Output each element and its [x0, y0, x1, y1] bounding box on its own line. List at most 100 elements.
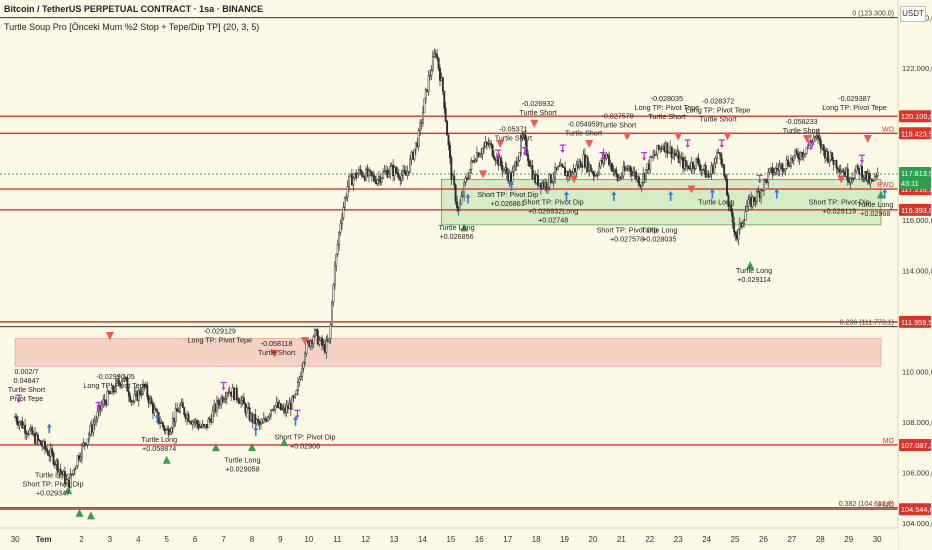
indicator-label[interactable]: Turtle Soup Pro [Önceki Mum %2 Stop + Te… [4, 22, 260, 32]
candle-body [554, 167, 557, 179]
candle-body [262, 418, 265, 423]
candle-body [575, 164, 578, 173]
candle-body [518, 152, 521, 161]
tp-marker-head [295, 415, 300, 419]
candle-body [673, 152, 676, 155]
candle-body [464, 177, 467, 183]
price-axis[interactable]: 124.000,0122.000,0116.000,0114.000,0110.… [897, 0, 932, 550]
price-tick-label: 106.000,0 [902, 468, 932, 477]
signal-annotation: Long TP: Pivot Tepe [188, 335, 252, 344]
signal-annotation: +0.02748 [538, 216, 568, 225]
candle-body [296, 381, 299, 391]
candle-body [79, 457, 82, 460]
candle-body [598, 166, 601, 175]
fib-0382-line-label: 0.382 (104.612,0) [839, 501, 894, 508]
candle-body [436, 54, 439, 59]
green-demand-zone [441, 178, 882, 226]
candle-body [667, 151, 670, 154]
candle-body [818, 137, 821, 141]
candle-body [382, 171, 385, 179]
candle-body [453, 175, 456, 186]
candle-body [44, 441, 46, 449]
level-107087-label: MO [883, 438, 895, 445]
candle-body [164, 429, 167, 431]
time-tick-label: 12 [361, 535, 370, 544]
candle-body [254, 414, 257, 425]
candle-body [797, 152, 800, 159]
candle-body [103, 399, 106, 403]
level-111959-tag-text: 111.959,5 [901, 318, 932, 327]
candle-body [795, 150, 798, 154]
tp-marker-head [600, 157, 605, 161]
candle-body [387, 173, 390, 178]
candle-body [100, 404, 103, 410]
candle-body [413, 149, 416, 160]
candle-body [537, 174, 539, 186]
signal-annotation: Turtle Long [857, 200, 893, 209]
tp-marker-head [522, 152, 527, 156]
candle-body [831, 152, 834, 161]
time-tick-label: 29 [844, 535, 853, 544]
candle-body [657, 145, 660, 150]
tp-marker-head [719, 145, 724, 148]
candle-body [741, 223, 744, 228]
candle-body [338, 231, 341, 246]
currency-button[interactable]: USDT [900, 6, 926, 22]
signal-annotation: +0.026861 [491, 199, 525, 208]
candle-body [126, 378, 129, 392]
candle-body [447, 134, 450, 146]
long-entry-arrow [668, 191, 674, 202]
candle-body [547, 186, 549, 189]
candle-body [406, 171, 409, 176]
candle-body [856, 165, 859, 169]
candle-body [637, 176, 640, 186]
candle-body [792, 155, 795, 162]
candle-body [591, 170, 593, 173]
short-signal-marker [105, 332, 114, 340]
candle-body [179, 404, 181, 413]
candle-body [154, 408, 157, 411]
candle-body [171, 417, 174, 429]
candle-body [814, 136, 817, 138]
candle-body [369, 169, 372, 172]
candle-body [592, 171, 595, 176]
candle-body [304, 353, 306, 363]
tp-marker-head [496, 155, 501, 159]
candle-body [336, 244, 339, 255]
candle-body [775, 168, 778, 170]
candle-body [161, 422, 164, 427]
candle-body [812, 137, 815, 143]
signal-annotation: +0.029058 [225, 464, 259, 473]
signal-annotation: -0.027578 [601, 112, 633, 121]
candle-body [670, 146, 673, 158]
long-entry-arrow [509, 180, 515, 191]
time-axis[interactable]: 30 Tem 2 3 4 5 6 7 8 9 10 11 12 13 14 15 16 17 18 19 20 21 22 2… [0, 527, 898, 550]
short-signal-marker [803, 134, 812, 143]
candle-body [163, 426, 166, 431]
signal-annotation: +0.026856 [439, 232, 473, 241]
candle-body [774, 168, 777, 173]
candle-body [268, 414, 271, 418]
candle-body [137, 390, 140, 401]
candle-body [341, 217, 343, 225]
time-tick-label: 28 [816, 535, 825, 544]
candle-body [458, 203, 461, 211]
candle-body [579, 161, 582, 168]
candle-body [71, 473, 73, 475]
candle-body [73, 468, 76, 471]
candle-body [512, 166, 515, 173]
short-signal-marker [570, 175, 579, 184]
candle-body [15, 416, 18, 422]
candle-body [511, 172, 514, 183]
candle-body [467, 177, 470, 179]
signal-annotation: Short TP: Pivot Dip [809, 198, 870, 207]
candle-body [335, 254, 338, 267]
candle-body [312, 336, 315, 344]
short-signal-marker [496, 140, 505, 148]
short-signal-marker [863, 134, 872, 143]
candle-body [441, 77, 444, 92]
candle-body [298, 379, 301, 383]
level-116393-tag [899, 203, 931, 216]
candle-body [115, 380, 117, 392]
